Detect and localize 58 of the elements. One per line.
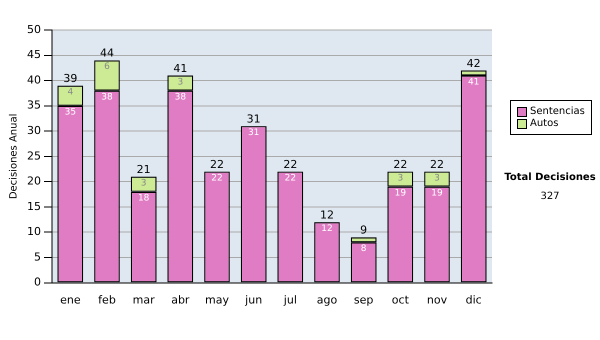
total-label: 22	[393, 158, 408, 171]
y-axis-title: Decisiones Anual	[8, 114, 20, 200]
y-tick-label: 25	[26, 149, 41, 162]
y-tick-label: 15	[26, 200, 41, 213]
data-label: 38	[101, 92, 113, 103]
total-label: 22	[430, 158, 444, 171]
x-tick-label: abr	[171, 293, 190, 306]
data-label: 35	[64, 108, 76, 118]
data-label: 19	[394, 188, 406, 199]
y-tick-label: 45	[26, 48, 41, 62]
x-tick-label: ene	[60, 293, 81, 306]
x-tick-label: oct	[392, 293, 410, 306]
x-tick-label: sep	[354, 293, 374, 306]
x-tick-label: ago	[316, 293, 338, 306]
x-tick-label: jun	[244, 293, 262, 306]
data-label: 3	[434, 173, 440, 184]
total-label: 12	[320, 208, 334, 222]
data-label: 19	[431, 188, 443, 199]
data-label: 38	[174, 92, 186, 103]
legend-label: Autos	[530, 118, 558, 129]
x-tick-label: nov	[426, 293, 448, 306]
data-label: 8	[360, 244, 367, 254]
y-tick-label: 10	[26, 225, 41, 238]
y-tick-label: 20	[26, 174, 41, 188]
data-label: 22	[284, 173, 296, 184]
total-label: 9	[360, 224, 368, 237]
total-label: 41	[173, 62, 188, 75]
data-label: 31	[248, 128, 260, 138]
y-tick-label: 35	[26, 98, 41, 112]
data-label: 3	[140, 178, 147, 188]
y-tick-label: 0	[34, 276, 41, 289]
x-tick-label: dic	[466, 293, 482, 306]
total-label: 42	[466, 56, 481, 70]
data-label: 12	[321, 224, 333, 234]
y-tick-label: 5	[34, 250, 41, 264]
x-tick-label: jul	[282, 293, 297, 306]
data-label: 22	[211, 173, 223, 184]
total-label: 21	[136, 162, 151, 176]
data-label: 18	[138, 194, 150, 204]
legend-label: Sentencias	[530, 106, 585, 117]
total-label: 22	[210, 158, 224, 171]
data-label: 6	[104, 62, 110, 72]
total-label: 31	[246, 112, 261, 126]
total-label: 44	[100, 46, 114, 60]
data-label: 3	[177, 77, 184, 88]
total-label: 22	[283, 158, 298, 171]
y-tick-label: 50	[26, 22, 41, 36]
y-tick-label: 30	[26, 124, 41, 137]
data-label: 3	[397, 173, 404, 184]
total-label: 39	[63, 72, 78, 85]
x-tick-label: may	[205, 293, 230, 306]
data-label: 4	[67, 87, 74, 98]
x-tick-label: feb	[98, 293, 116, 306]
text: Total Decisiones	[503, 172, 597, 183]
data-label: 41	[468, 77, 480, 88]
text: 327	[539, 191, 561, 202]
x-tick-label: mar	[132, 293, 156, 306]
y-tick-label: 40	[26, 73, 41, 86]
